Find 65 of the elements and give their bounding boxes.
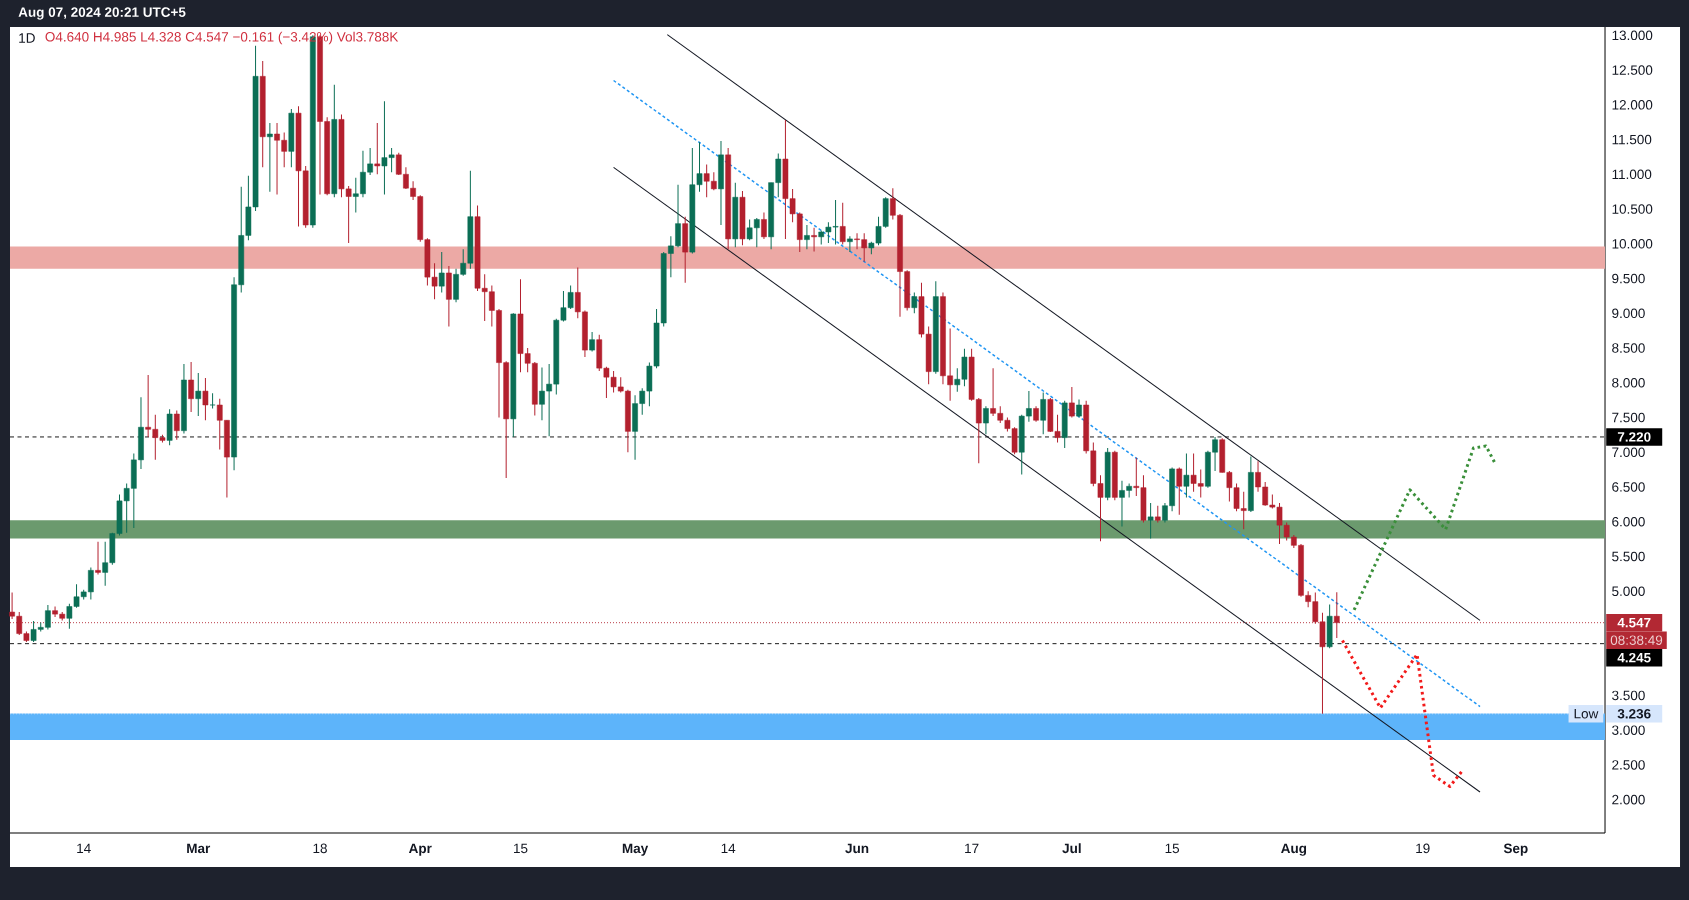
ref-line-label: 4.547 xyxy=(1617,617,1651,628)
candlestick xyxy=(173,410,180,441)
candlestick xyxy=(438,251,445,293)
candlestick xyxy=(911,291,918,314)
candlestick xyxy=(983,405,989,435)
x-tick-label: 14 xyxy=(721,843,736,853)
x-tick-label: 15 xyxy=(514,843,528,854)
candlestick xyxy=(1147,502,1154,539)
candlestick xyxy=(839,202,846,245)
candlestick xyxy=(267,122,273,193)
y-tick-label: 11.500 xyxy=(1612,134,1652,145)
x-tick-label: 17 xyxy=(965,843,979,853)
candlestick xyxy=(1040,391,1047,435)
y-tick-label: 2.000 xyxy=(1612,794,1645,805)
y-tick-label: 8.000 xyxy=(1612,377,1645,388)
candlestick xyxy=(847,235,853,253)
annotation: Low xyxy=(1574,709,1599,719)
y-tick-label: 7.000 xyxy=(1612,447,1645,457)
candlestick xyxy=(188,361,194,413)
ref-line-label: 3.236 xyxy=(1617,708,1651,719)
x-tick-label: Mar xyxy=(187,843,211,854)
y-tick-label: 8.500 xyxy=(1612,343,1645,353)
candlestick xyxy=(1183,453,1190,498)
x-tick-label: Aug xyxy=(1281,843,1307,856)
y-tick-label: 11.000 xyxy=(1612,169,1652,180)
x-tick-label: Apr xyxy=(408,843,432,856)
y-tick-label: 3.500 xyxy=(1612,690,1645,701)
y-tick-label: 2.500 xyxy=(1612,760,1645,770)
candlestick xyxy=(202,377,209,421)
candlestick xyxy=(811,227,817,252)
y-tick-label: 6.000 xyxy=(1612,516,1645,527)
ref-line-label: 7.220 xyxy=(1617,432,1651,442)
y-tick-label: 12.500 xyxy=(1612,65,1653,75)
candlestick xyxy=(195,372,202,417)
x-tick-label: Jul xyxy=(1062,843,1081,854)
candlestick xyxy=(804,224,810,250)
y-tick-label: 9.500 xyxy=(1612,273,1645,284)
x-tick-label: Sep xyxy=(1503,843,1528,856)
y-tick-label: 3.000 xyxy=(1612,725,1645,735)
chart-title: 1D xyxy=(19,33,35,43)
x-tick-label: 19 xyxy=(1416,843,1430,854)
y-tick-label: 6.500 xyxy=(1612,482,1645,492)
candlestick xyxy=(95,541,101,576)
y-tick-label: 5.000 xyxy=(1612,586,1645,596)
candlestick xyxy=(1176,467,1183,516)
ref-line-label: 4.245 xyxy=(1617,652,1651,663)
y-tick-label: 13.000 xyxy=(1612,30,1653,41)
x-tick-label: May xyxy=(622,843,649,856)
x-tick-label: Jun xyxy=(845,843,869,854)
y-tick-label: 9.000 xyxy=(1612,308,1645,319)
candlestick xyxy=(374,122,381,175)
candlestick xyxy=(1069,386,1075,418)
y-tick-label: 10.000 xyxy=(1612,239,1653,249)
y-tick-label: 12.000 xyxy=(1612,100,1653,110)
text: 08:38:49 xyxy=(1610,635,1663,645)
line-series xyxy=(1352,444,1498,612)
x-tick-label: 15 xyxy=(1165,843,1180,854)
candlestick xyxy=(761,212,767,240)
text: Aug 07, 2024 20:21 UTC+5 xyxy=(18,7,186,20)
line-series xyxy=(1340,639,1464,788)
x-tick-label: 18 xyxy=(313,843,327,854)
y-tick-label: 10.500 xyxy=(1612,204,1653,214)
y-tick-label: 7.500 xyxy=(1612,412,1645,423)
y-tick-label: 5.500 xyxy=(1612,551,1645,562)
x-tick-label: 14 xyxy=(77,843,91,853)
